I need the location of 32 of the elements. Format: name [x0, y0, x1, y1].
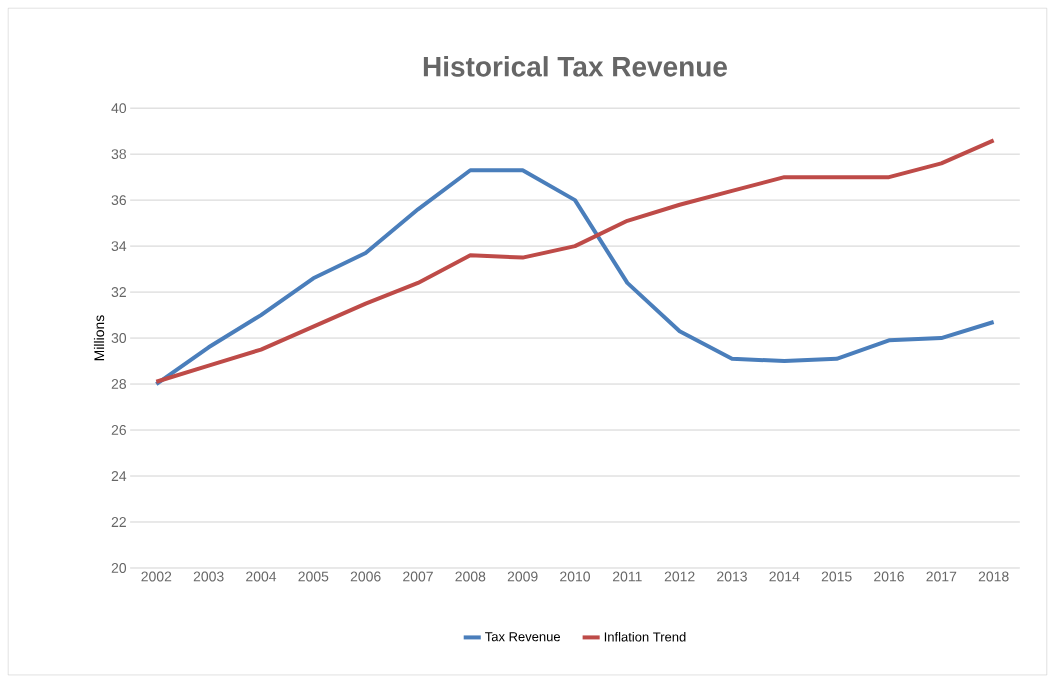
y-axis-title: Millions: [93, 315, 105, 361]
x-tick-label: 2018: [978, 571, 1009, 582]
x-tick-label: 2011: [612, 571, 642, 582]
x-tick-label: 2017: [926, 571, 957, 582]
legend-label: Inflation Trend: [604, 631, 686, 642]
y-tick-label: 40: [111, 103, 127, 114]
y-tick-label: 28: [111, 379, 127, 389]
x-tick-label: 2016: [874, 571, 904, 582]
y-tick-label: 20: [111, 562, 127, 573]
x-tick-label: 2009: [507, 571, 538, 582]
x-tick-label: 2008: [455, 571, 486, 582]
x-tick-label: 2013: [717, 571, 747, 582]
y-tick-label: 38: [111, 149, 127, 160]
x-tick-label: 2002: [141, 571, 172, 582]
x-tick-label: 2014: [769, 571, 800, 582]
y-tick-label: 22: [111, 517, 126, 527]
x-tick-label: 2015: [821, 571, 852, 582]
x-tick-label: 2005: [298, 571, 329, 582]
x-tick-label: 2007: [403, 571, 433, 582]
x-tick-label: 2006: [350, 571, 381, 582]
y-tick-label: 36: [111, 195, 126, 206]
x-tick-label: 2010: [560, 571, 591, 582]
x-tick-label: 2004: [246, 571, 277, 582]
y-tick-label: 32: [111, 287, 126, 297]
y-tick-label: 30: [111, 333, 127, 343]
x-tick-label: 2003: [193, 571, 224, 582]
x-tick-label: 2012: [664, 571, 695, 582]
legend-label: Tax Revenue: [485, 632, 561, 642]
y-tick-label: 26: [111, 425, 126, 435]
y-tick-label: 24: [111, 471, 127, 481]
chart-title: Historical Tax Revenue: [423, 56, 727, 77]
y-tick-label: 34: [111, 241, 127, 251]
